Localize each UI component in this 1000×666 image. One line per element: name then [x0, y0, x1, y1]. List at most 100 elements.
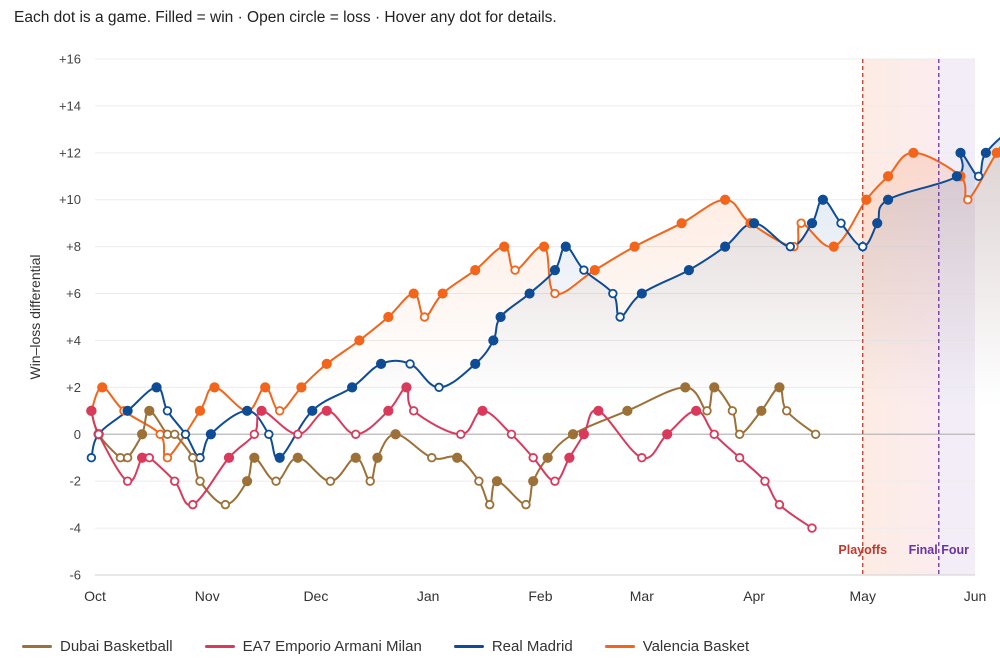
- dubai-basketball-loss-dot[interactable]: [195, 476, 205, 486]
- valencia-basket-loss-dot[interactable]: [162, 453, 173, 463]
- real-madrid-win-dot[interactable]: [470, 358, 481, 370]
- real-madrid-win-dot[interactable]: [560, 241, 571, 252]
- real-madrid-loss-dot[interactable]: [434, 382, 444, 393]
- dubai-basketball-loss-dot[interactable]: [325, 476, 336, 486]
- dubai-basketball-loss-dot[interactable]: [188, 453, 198, 463]
- dubai-basketball-loss-dot[interactable]: [169, 429, 180, 439]
- real-madrid-win-dot[interactable]: [806, 218, 818, 229]
- valencia-basket-win-dot[interactable]: [629, 241, 640, 252]
- ea7-emporio-armani-milan-win-dot[interactable]: [691, 405, 702, 416]
- ea7-emporio-armani-milan-loss-dot[interactable]: [122, 476, 133, 486]
- dubai-basketball-win-dot[interactable]: [680, 382, 691, 393]
- valencia-basket-win-dot[interactable]: [383, 311, 394, 323]
- ea7-emporio-armani-milan-loss-dot[interactable]: [760, 476, 770, 486]
- ea7-emporio-armani-milan-win-dot[interactable]: [383, 405, 394, 416]
- real-madrid-loss-dot[interactable]: [785, 241, 796, 252]
- real-madrid-loss-dot[interactable]: [180, 429, 191, 439]
- real-madrid-win-dot[interactable]: [882, 194, 894, 205]
- real-madrid-win-dot[interactable]: [274, 452, 285, 463]
- ea7-emporio-armani-milan-loss-dot[interactable]: [249, 429, 260, 439]
- real-madrid-win-dot[interactable]: [748, 218, 760, 229]
- valencia-basket-loss-dot[interactable]: [510, 265, 520, 275]
- real-madrid-win-dot[interactable]: [524, 288, 535, 299]
- valencia-basket-loss-dot[interactable]: [419, 312, 430, 322]
- real-madrid-win-dot[interactable]: [375, 358, 387, 370]
- real-madrid-win-dot[interactable]: [980, 147, 991, 158]
- valencia-basket-win-dot[interactable]: [499, 241, 510, 252]
- real-madrid-loss-dot[interactable]: [86, 453, 97, 463]
- dubai-basketball-win-dot[interactable]: [136, 429, 148, 440]
- dubai-basketball-win-dot[interactable]: [542, 452, 553, 463]
- valencia-basket-win-dot[interactable]: [354, 335, 365, 346]
- dubai-basketball-win-dot[interactable]: [622, 405, 633, 416]
- dubai-basketball-win-dot[interactable]: [292, 452, 303, 463]
- valencia-basket-win-dot[interactable]: [861, 194, 872, 205]
- real-madrid-win-dot[interactable]: [307, 405, 318, 416]
- ea7-emporio-armani-milan-win-dot[interactable]: [662, 429, 673, 440]
- real-madrid-loss-dot[interactable]: [615, 312, 625, 322]
- ea7-emporio-armani-milan-loss-dot[interactable]: [734, 453, 745, 463]
- valencia-basket-loss-dot[interactable]: [963, 195, 973, 205]
- real-madrid-loss-dot[interactable]: [264, 429, 274, 439]
- dubai-basketball-loss-dot[interactable]: [810, 429, 821, 439]
- dubai-basketball-loss-dot[interactable]: [781, 406, 792, 416]
- real-madrid-loss-dot[interactable]: [162, 406, 173, 416]
- valencia-basket-win-dot[interactable]: [296, 382, 307, 393]
- ea7-emporio-armani-milan-win-dot[interactable]: [578, 429, 589, 440]
- legend-item-dubai-basketball[interactable]: Dubai Basketball: [22, 638, 173, 655]
- ea7-emporio-armani-milan-win-dot[interactable]: [86, 405, 97, 416]
- valencia-basket-win-dot[interactable]: [260, 382, 271, 393]
- real-madrid-win-dot[interactable]: [683, 264, 695, 276]
- dubai-basketball-win-dot[interactable]: [528, 476, 539, 487]
- valencia-basket-win-dot[interactable]: [720, 194, 731, 205]
- dubai-basketball-win-dot[interactable]: [756, 405, 767, 416]
- valencia-basket-loss-dot[interactable]: [550, 288, 560, 299]
- dubai-basketball-loss-dot[interactable]: [365, 476, 375, 486]
- dubai-basketball-loss-dot[interactable]: [734, 429, 745, 439]
- real-madrid-win-dot[interactable]: [951, 171, 962, 182]
- dubai-basketball-loss-dot[interactable]: [220, 499, 231, 510]
- dubai-basketball-win-dot[interactable]: [372, 452, 383, 463]
- real-madrid-loss-dot[interactable]: [608, 288, 618, 299]
- dubai-basketball-loss-dot[interactable]: [122, 453, 133, 463]
- dubai-basketball-win-dot[interactable]: [774, 382, 785, 393]
- dubai-basketball-win-dot[interactable]: [350, 452, 361, 463]
- valencia-basket-win-dot[interactable]: [437, 288, 448, 299]
- dubai-basketball-loss-dot[interactable]: [474, 476, 484, 486]
- dubai-basketball-win-dot[interactable]: [567, 429, 579, 440]
- ea7-emporio-armani-milan-loss-dot[interactable]: [408, 406, 419, 416]
- valencia-basket-win-dot[interactable]: [209, 382, 220, 393]
- real-madrid-loss-dot[interactable]: [973, 171, 984, 181]
- ea7-emporio-armani-milan-loss-dot[interactable]: [550, 476, 560, 486]
- real-madrid-win-dot[interactable]: [817, 194, 829, 205]
- real-madrid-win-dot[interactable]: [720, 241, 731, 252]
- real-madrid-win-dot[interactable]: [872, 218, 883, 229]
- real-madrid-win-dot[interactable]: [549, 264, 561, 276]
- real-madrid-win-dot[interactable]: [955, 147, 966, 158]
- legend-item-valencia-basket[interactable]: Valencia Basket: [604, 638, 749, 655]
- ea7-emporio-armani-milan-loss-dot[interactable]: [144, 453, 155, 463]
- ea7-emporio-armani-milan-win-dot[interactable]: [401, 382, 412, 393]
- legend-item-real-madrid[interactable]: Real Madrid: [453, 638, 573, 655]
- real-madrid-win-dot[interactable]: [241, 405, 253, 416]
- ea7-emporio-armani-milan-win-dot[interactable]: [256, 405, 267, 416]
- dubai-basketball-loss-dot[interactable]: [521, 499, 531, 510]
- dubai-basketball-win-dot[interactable]: [241, 476, 253, 487]
- dubai-basketball-win-dot[interactable]: [452, 452, 463, 463]
- dubai-basketball-win-dot[interactable]: [144, 405, 155, 416]
- real-madrid-win-dot[interactable]: [347, 382, 358, 393]
- real-madrid-win-dot[interactable]: [205, 429, 216, 440]
- real-madrid-loss-dot[interactable]: [579, 265, 589, 275]
- dubai-basketball-loss-dot[interactable]: [271, 476, 281, 486]
- dubai-basketball-loss-dot[interactable]: [727, 406, 738, 416]
- ea7-emporio-armani-milan-loss-dot[interactable]: [169, 476, 180, 486]
- dubai-basketball-loss-dot[interactable]: [427, 453, 437, 463]
- ea7-emporio-armani-milan-win-dot[interactable]: [564, 452, 575, 463]
- valencia-basket-win-dot[interactable]: [991, 147, 1000, 158]
- valencia-basket-win-dot[interactable]: [589, 264, 600, 276]
- real-madrid-loss-dot[interactable]: [405, 359, 415, 369]
- dubai-basketball-loss-dot[interactable]: [485, 499, 495, 510]
- dubai-basketball-loss-dot[interactable]: [702, 406, 712, 416]
- ea7-emporio-armani-milan-loss-dot[interactable]: [506, 429, 517, 439]
- valencia-basket-win-dot[interactable]: [470, 264, 481, 276]
